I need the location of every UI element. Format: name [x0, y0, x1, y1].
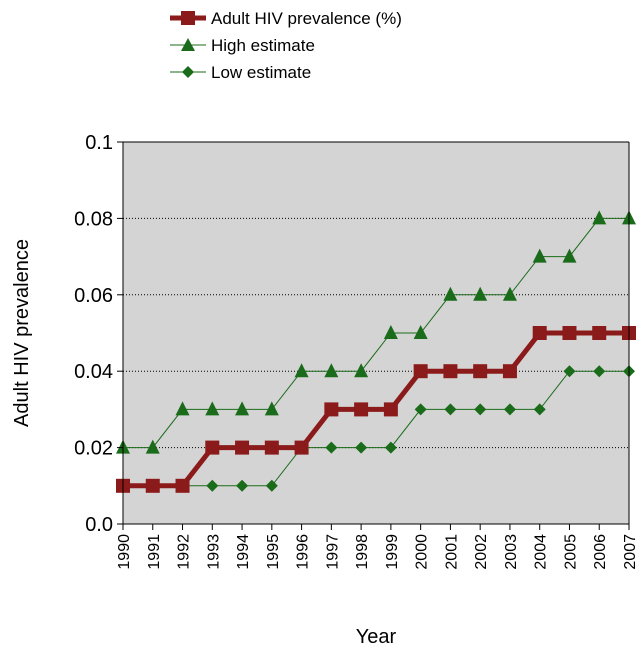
data-point [532, 326, 547, 340]
y-tick-label: 0.1 [85, 132, 113, 154]
data-point [592, 326, 607, 340]
data-point [413, 364, 428, 379]
y-tick-label: 0.06 [74, 285, 113, 307]
x-tick-label: 1993 [205, 534, 222, 570]
data-point [235, 401, 250, 416]
x-tick-label: 2002 [473, 534, 490, 570]
legend-marker-triangle [170, 38, 206, 51]
data-point [592, 210, 607, 225]
x-tick-label: 1995 [265, 534, 282, 570]
x-tick-label: 1990 [116, 534, 133, 570]
data-point [444, 403, 457, 416]
series-line [123, 217, 629, 449]
data-point [235, 440, 250, 455]
data-point [205, 440, 220, 455]
data-point [294, 363, 309, 378]
data-point [354, 402, 369, 417]
x-tick-label: 2007 [622, 534, 637, 570]
data-point [503, 403, 516, 416]
data-point [532, 248, 547, 263]
y-axis-label: Adult HIV prevalence [11, 239, 33, 427]
x-tick-label: 1992 [176, 534, 193, 570]
data-point [145, 478, 160, 493]
x-tick-label: 2003 [503, 534, 520, 570]
x-tick-label: 1998 [354, 534, 371, 570]
data-point [502, 364, 517, 379]
x-tick-label: 2000 [414, 534, 431, 570]
data-point [294, 440, 309, 455]
legend-label-low-estimate: Low estimate [211, 63, 312, 82]
series-square [116, 326, 636, 493]
data-point [533, 403, 546, 416]
data-point [383, 325, 398, 339]
data-point [562, 248, 577, 263]
x-tick-label: 2006 [592, 534, 609, 570]
data-point [443, 364, 458, 379]
x-tick-label: 1994 [235, 534, 252, 570]
x-axis-label: Year [356, 626, 397, 648]
data-point [413, 325, 428, 339]
legend-marker-diamond [170, 66, 206, 78]
x-tick-label: 1996 [295, 534, 312, 570]
data-point [414, 403, 427, 416]
y-tick-label: 0.04 [74, 361, 113, 383]
data-point [175, 478, 190, 493]
data-point [206, 479, 219, 492]
data-point [562, 326, 577, 340]
x-tick-label: 1997 [324, 534, 341, 570]
data-point [324, 402, 339, 417]
data-point [354, 363, 369, 378]
data-point [265, 479, 278, 492]
data-point [324, 363, 339, 378]
data-point [325, 441, 338, 454]
data-point [175, 401, 190, 416]
data-point [474, 403, 487, 416]
x-tick-label: 1999 [384, 534, 401, 570]
x-tick-label: 1991 [146, 534, 163, 570]
legend-marker-square [170, 11, 206, 25]
data-point [145, 439, 160, 454]
x-tick-label: 2004 [533, 534, 550, 570]
data-point [355, 441, 368, 454]
legend-label-adult-hiv: Adult HIV prevalence (%) [211, 9, 402, 28]
data-point [502, 286, 517, 301]
data-point [563, 365, 576, 378]
data-point [236, 479, 249, 492]
series-triangle [116, 210, 636, 454]
legend-label-high-estimate: High estimate [211, 36, 315, 55]
x-tick-label: 2001 [443, 534, 460, 570]
data-point [473, 364, 488, 379]
y-tick-label: 0.0 [85, 514, 113, 536]
x-tick-label: 2005 [562, 534, 579, 570]
data-point [264, 401, 279, 416]
data-point [383, 402, 398, 417]
data-point [593, 365, 606, 378]
data-point [473, 286, 488, 301]
data-point [384, 441, 397, 454]
data-point [264, 440, 279, 455]
data-point [443, 286, 458, 301]
y-tick-label: 0.08 [74, 208, 113, 230]
data-point [205, 401, 220, 416]
y-tick-label: 0.02 [74, 438, 113, 460]
